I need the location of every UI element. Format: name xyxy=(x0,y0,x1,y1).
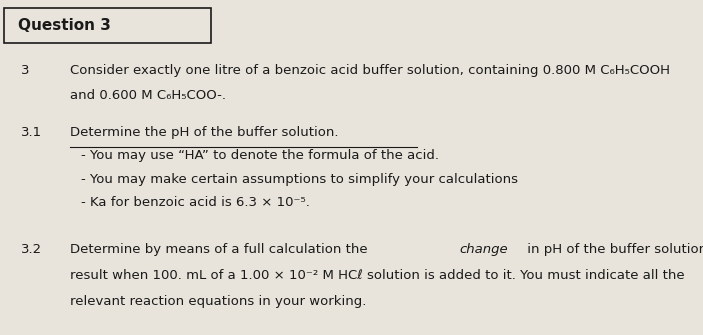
Text: - You may make certain assumptions to simplify your calculations: - You may make certain assumptions to si… xyxy=(81,173,518,186)
Text: Question 3: Question 3 xyxy=(18,18,110,34)
Text: Determine by means of a full calculation the: Determine by means of a full calculation… xyxy=(70,243,372,256)
Text: 3.2: 3.2 xyxy=(21,243,42,256)
Text: and 0.600 M C₆H₅COO-.: and 0.600 M C₆H₅COO-. xyxy=(70,89,226,103)
Text: relevant reaction equations in your working.: relevant reaction equations in your work… xyxy=(70,295,367,308)
Text: Consider exactly one litre of a benzoic acid buffer solution, containing 0.800 M: Consider exactly one litre of a benzoic … xyxy=(70,64,670,77)
Text: change: change xyxy=(460,243,508,256)
Text: in pH of the buffer solution that will: in pH of the buffer solution that will xyxy=(522,243,703,256)
Text: 3.1: 3.1 xyxy=(21,126,42,139)
Text: 3: 3 xyxy=(21,64,30,77)
FancyBboxPatch shape xyxy=(4,8,211,43)
Text: Determine the pH of the buffer solution.: Determine the pH of the buffer solution. xyxy=(70,126,339,139)
Text: result when 100. mL of a 1.00 × 10⁻² M HCℓ solution is added to it. You must ind: result when 100. mL of a 1.00 × 10⁻² M H… xyxy=(70,269,685,282)
Text: - You may use “HA” to denote the formula of the acid.: - You may use “HA” to denote the formula… xyxy=(81,149,439,162)
Text: - Ka for benzoic acid is 6.3 × 10⁻⁵.: - Ka for benzoic acid is 6.3 × 10⁻⁵. xyxy=(81,196,310,209)
